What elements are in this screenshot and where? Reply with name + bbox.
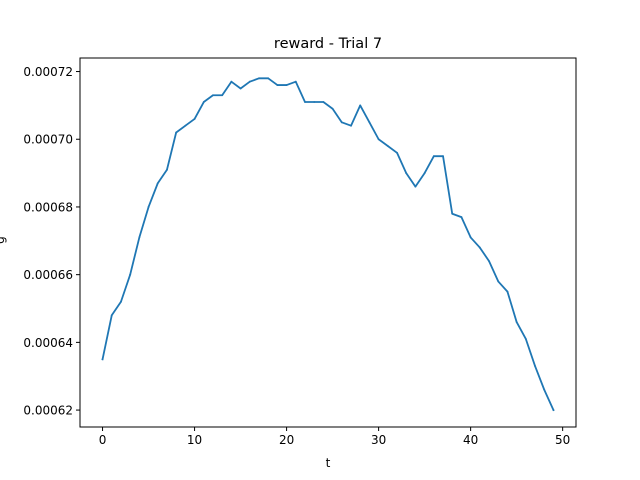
data-point	[488, 260, 490, 263]
data-point	[294, 80, 297, 83]
data-point	[396, 151, 398, 154]
data-point	[120, 300, 122, 303]
data-point	[322, 101, 325, 103]
x-axis-ticks: 0 10 20 30 40 50	[99, 427, 570, 447]
data-point	[451, 212, 454, 215]
data-point	[460, 216, 463, 219]
data-point	[313, 101, 316, 103]
x-tick-label: 40	[463, 433, 478, 447]
x-axis-label: t	[326, 456, 331, 470]
data-point	[221, 94, 224, 97]
y-tick-label: 0.00070	[23, 133, 73, 147]
data-point	[515, 321, 518, 323]
data-point	[534, 365, 536, 367]
data-point	[175, 131, 178, 134]
data-point	[331, 107, 334, 110]
y-tick-label: 0.00062	[23, 404, 73, 418]
y-tick-label: 0.00072	[23, 65, 73, 79]
x-tick-label: 20	[279, 433, 294, 447]
x-tick-label: 0	[99, 433, 107, 447]
x-tick-label: 30	[371, 433, 386, 447]
data-point	[304, 101, 306, 103]
plot-area: 0 10 20 30 40 50 0.00062 0.00064 0.00066 0.00068…	[23, 57, 577, 447]
data-point	[230, 80, 233, 83]
x-tick-label: 10	[187, 433, 202, 447]
y-tick-label: 0.00064	[23, 336, 73, 350]
data-point	[423, 172, 426, 175]
x-tick-label: 50	[555, 433, 570, 447]
data-point	[478, 246, 481, 249]
data-point	[239, 87, 242, 90]
data-point	[166, 168, 168, 171]
data-point	[506, 290, 509, 293]
y-axis-label: g	[0, 236, 7, 244]
chart-title: reward - Trial 7	[274, 36, 382, 52]
data-point	[212, 94, 214, 97]
data-point	[110, 314, 113, 317]
data-point	[442, 155, 444, 158]
data-point	[469, 236, 472, 239]
data-point	[258, 77, 260, 80]
data-point	[368, 121, 371, 124]
data-point	[156, 182, 159, 185]
series-line	[101, 77, 555, 412]
data-point	[101, 358, 104, 361]
data-point	[267, 77, 270, 80]
data-point	[377, 138, 380, 141]
y-tick-label: 0.00068	[23, 200, 73, 214]
data-point	[359, 104, 362, 107]
data-point	[129, 273, 132, 276]
data-point	[184, 124, 187, 127]
data-point	[202, 101, 205, 103]
data-point	[193, 118, 196, 120]
data-point	[285, 84, 288, 86]
data-point	[350, 124, 352, 127]
series-layer	[101, 77, 555, 412]
data-point	[340, 121, 343, 124]
data-point	[276, 84, 279, 86]
data-point	[414, 185, 417, 188]
data-point	[543, 388, 546, 391]
data-point	[552, 409, 555, 411]
y-axis-ticks: 0.00062 0.00064 0.00066 0.00068 0.00070 0.000…	[23, 65, 80, 418]
data-point	[524, 338, 527, 340]
data-point	[147, 206, 150, 208]
y-tick-label: 0.00066	[23, 268, 73, 282]
data-point	[138, 236, 141, 239]
data-point	[432, 155, 435, 158]
data-point	[497, 280, 500, 283]
data-point	[386, 145, 389, 147]
axes-frame	[79, 57, 577, 428]
data-point	[405, 172, 408, 175]
data-point	[248, 80, 251, 83]
